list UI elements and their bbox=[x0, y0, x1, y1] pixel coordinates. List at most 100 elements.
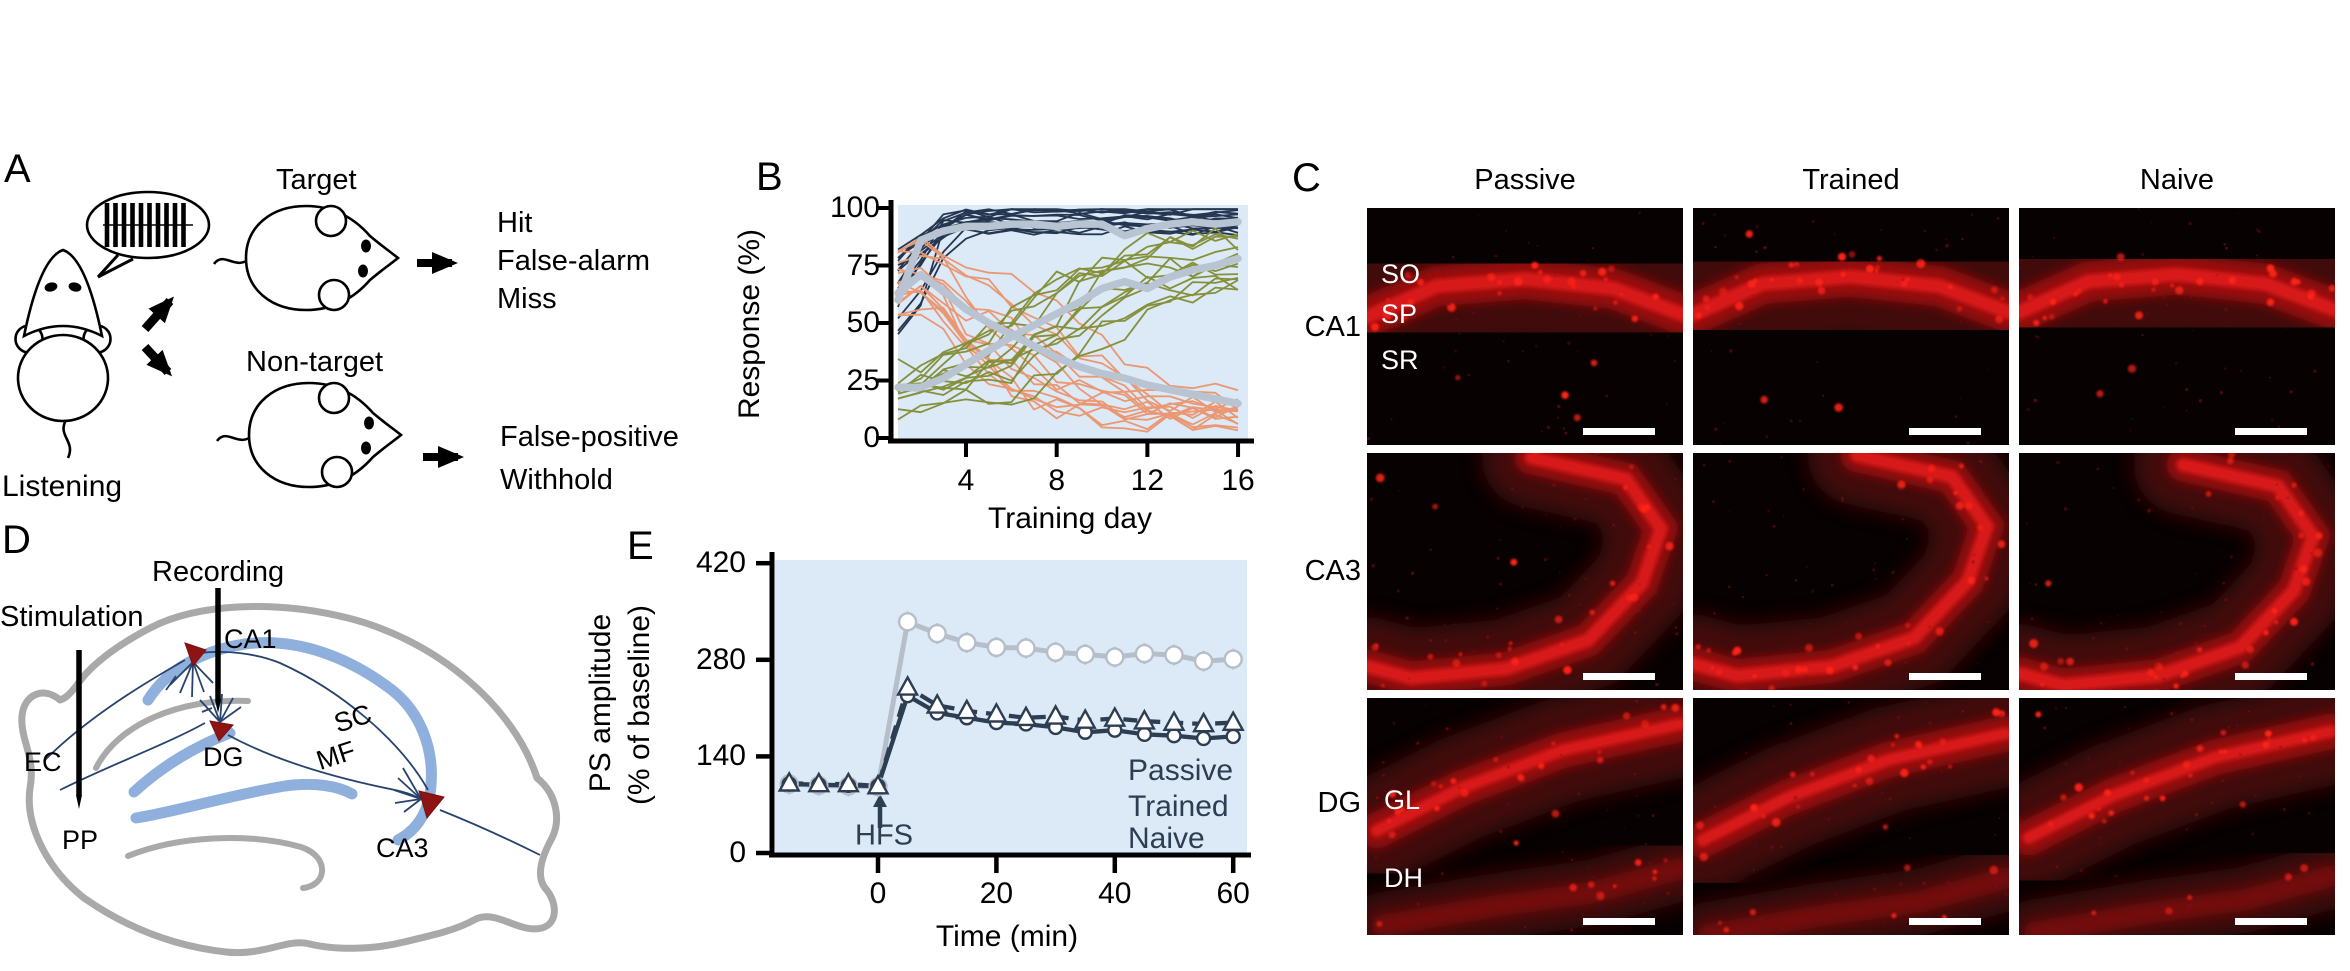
micrograph-CA3-Passive bbox=[1367, 453, 1683, 690]
hit-individual-mice bbox=[897, 208, 1238, 289]
marker-passive bbox=[1221, 710, 1245, 731]
withhold-individual-mice bbox=[897, 246, 1239, 374]
false-alarm-individual-mice bbox=[897, 239, 1239, 412]
d-pp-label: PP bbox=[62, 825, 99, 855]
marker-trained bbox=[927, 623, 947, 644]
d-ca3-label: CA3 bbox=[376, 833, 429, 863]
panel-b-label: B bbox=[756, 155, 783, 199]
marker-passive bbox=[1073, 708, 1097, 729]
tick-label: 60 bbox=[1216, 877, 1250, 910]
scale-bar bbox=[2235, 673, 2307, 680]
micrograph-DG-Trained bbox=[1693, 698, 2009, 935]
marker-passive bbox=[807, 771, 831, 793]
d-ec-label: EC bbox=[24, 747, 62, 777]
tick-label: 4 bbox=[957, 464, 975, 497]
marker-trained bbox=[957, 632, 977, 653]
outcome-hit: Hit bbox=[497, 207, 533, 239]
panel-d-art bbox=[18, 588, 561, 957]
marker-passive bbox=[1132, 708, 1156, 730]
marker-trained bbox=[986, 637, 1007, 658]
panel-e-label: E bbox=[627, 524, 654, 568]
withhold-individual-mice bbox=[897, 233, 1239, 400]
hit-mean bbox=[894, 218, 1242, 304]
marker-passive bbox=[777, 770, 801, 792]
tick-label: 0 bbox=[863, 421, 880, 454]
scale-bar bbox=[1583, 918, 1655, 925]
marker-trained bbox=[897, 612, 918, 632]
marker-passive bbox=[896, 674, 920, 696]
scale-bar bbox=[2235, 918, 2307, 925]
false-alarm-individual-mice bbox=[897, 274, 1239, 426]
b-x-axis-title: Training day bbox=[988, 502, 1152, 535]
marker-passive bbox=[1014, 705, 1038, 727]
withhold-individual-mice bbox=[897, 277, 1239, 391]
d-ca1-label: CA1 bbox=[224, 624, 277, 654]
tick-label: 50 bbox=[846, 306, 880, 339]
withhold-individual-mice bbox=[897, 229, 1239, 391]
tick-label: 0 bbox=[869, 877, 887, 910]
e-y-axis-title-line2: (% of baseline) bbox=[623, 604, 656, 806]
micrograph-CA1-Passive bbox=[1367, 208, 1683, 445]
scale-bar bbox=[1909, 673, 1981, 680]
outcome-withhold: Withhold bbox=[500, 464, 613, 496]
e-y-axis-title-line1: PS amplitude bbox=[584, 613, 617, 793]
marker-trained bbox=[1134, 643, 1155, 664]
schaffer-collateral-path bbox=[199, 651, 429, 791]
marker-trained bbox=[1045, 642, 1066, 662]
dg-neuron bbox=[209, 720, 234, 742]
c-header-passive: Passive bbox=[1474, 164, 1576, 196]
micrograph-CA3-Trained bbox=[1693, 453, 2009, 690]
tick-label: 25 bbox=[846, 363, 880, 397]
micrograph-CA3-Naive bbox=[2019, 453, 2335, 690]
scale-bar bbox=[1909, 428, 1981, 435]
outcome-miss: Miss bbox=[497, 283, 557, 315]
d-recording-label: Recording bbox=[152, 556, 285, 588]
c-row-ca1: CA1 bbox=[1304, 311, 1361, 343]
micrograph-CA1-Trained bbox=[1693, 208, 2009, 445]
e-series-passive bbox=[789, 685, 1234, 789]
marker-passive bbox=[984, 701, 1008, 723]
d-dg-label: DG bbox=[203, 742, 244, 772]
marker-passive bbox=[1103, 705, 1127, 727]
panel-c-microscopy-grid bbox=[1367, 208, 2335, 935]
d-stimulation-label: Stimulation bbox=[0, 601, 144, 633]
marker-naive bbox=[1136, 726, 1153, 743]
hit-individual-mice bbox=[897, 210, 1239, 284]
marker-passive bbox=[836, 771, 860, 793]
c-header-naive: Naive bbox=[2139, 164, 2215, 196]
tick-label: 40 bbox=[1098, 877, 1132, 910]
panel-a-label: A bbox=[4, 147, 31, 191]
withhold-individual-mice bbox=[897, 257, 1239, 400]
listening-label: Listening bbox=[2, 470, 123, 503]
b-plot-lines bbox=[894, 208, 1242, 433]
tick-label: 12 bbox=[1130, 464, 1165, 497]
marker-naive bbox=[1195, 730, 1212, 747]
c-header-trained: Trained bbox=[1802, 164, 1900, 196]
withhold-mean bbox=[894, 254, 1242, 392]
e-x-axis-title: Time (min) bbox=[935, 920, 1079, 953]
c-layer-gl: GL bbox=[1384, 785, 1421, 815]
sound-bubble-icon bbox=[85, 190, 211, 279]
panel-d-label: D bbox=[2, 518, 31, 562]
target-mouse bbox=[212, 204, 401, 312]
micrograph-CA1-Naive bbox=[2019, 208, 2335, 445]
false-alarm-individual-mice bbox=[897, 254, 1239, 414]
legend-label-passive: Passive bbox=[1128, 754, 1234, 787]
panel-e-chart bbox=[756, 552, 1251, 873]
tick-label: 8 bbox=[1048, 464, 1066, 497]
outcome-false-alarm: False-alarm bbox=[497, 245, 651, 277]
b-y-axis-title: Response (%) bbox=[733, 228, 766, 420]
marker-trained bbox=[1075, 644, 1095, 664]
hit-individual-mice bbox=[897, 208, 1238, 262]
tick-label: 0 bbox=[729, 836, 746, 869]
marker-passive bbox=[925, 692, 949, 714]
marker-passive bbox=[1162, 710, 1186, 731]
scale-bar bbox=[1583, 673, 1655, 680]
panel-b-chart bbox=[876, 200, 1254, 457]
marker-passive bbox=[955, 698, 979, 720]
panel-a-art bbox=[14, 190, 464, 489]
inner-fold-lower bbox=[125, 835, 326, 891]
tick-label: 20 bbox=[979, 877, 1014, 910]
